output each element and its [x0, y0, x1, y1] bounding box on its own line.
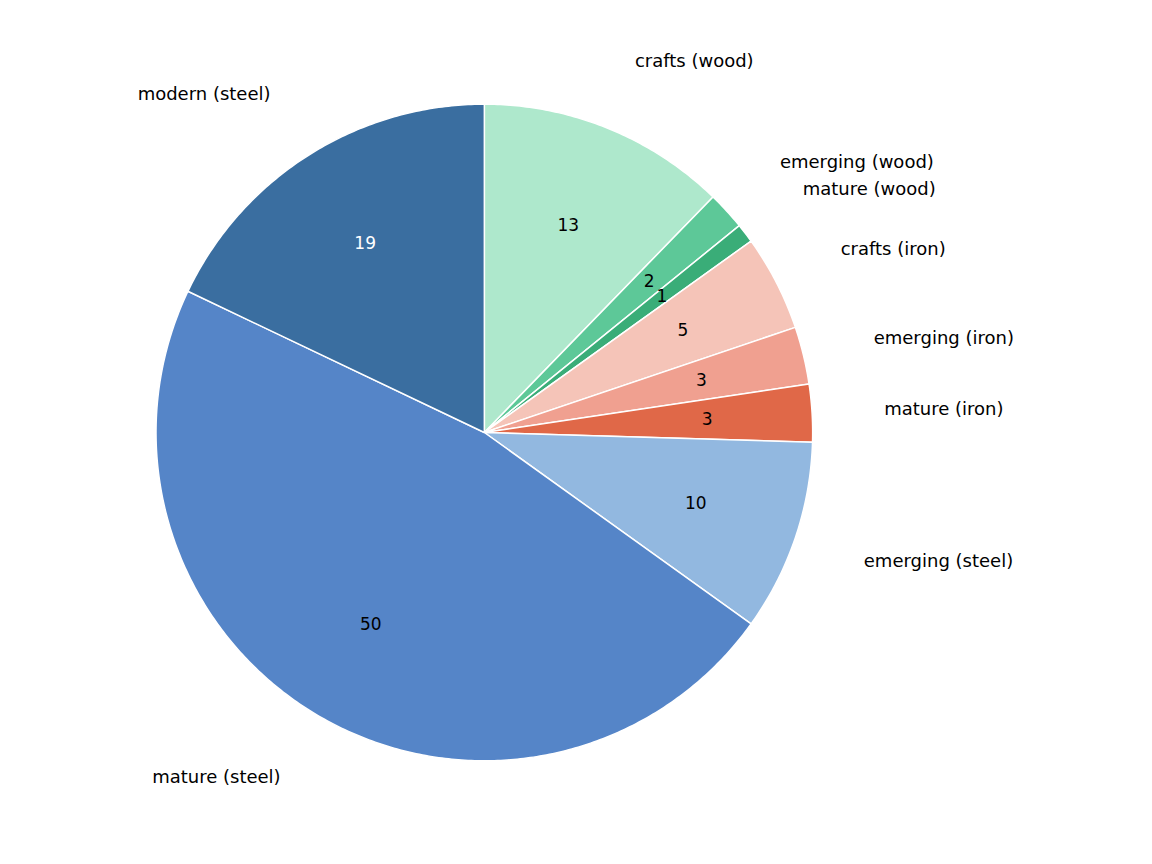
- svg-text:2: 2: [644, 271, 655, 291]
- svg-text:3: 3: [696, 369, 707, 389]
- svg-text:crafts (wood): crafts (wood): [635, 50, 754, 71]
- svg-text:mature (steel): mature (steel): [152, 766, 280, 787]
- svg-text:crafts (iron): crafts (iron): [841, 238, 946, 259]
- svg-text:mature (wood): mature (wood): [803, 178, 936, 199]
- svg-text:3: 3: [702, 409, 713, 429]
- svg-text:13: 13: [557, 215, 579, 235]
- svg-text:emerging (wood): emerging (wood): [780, 151, 934, 172]
- svg-text:1: 1: [656, 286, 667, 306]
- svg-text:emerging (iron): emerging (iron): [874, 327, 1014, 348]
- svg-text:10: 10: [685, 493, 707, 513]
- svg-text:emerging (steel): emerging (steel): [864, 550, 1013, 571]
- svg-text:5: 5: [678, 320, 689, 340]
- svg-text:19: 19: [354, 233, 376, 253]
- svg-text:mature (iron): mature (iron): [884, 398, 1003, 419]
- svg-text:modern (steel): modern (steel): [138, 83, 271, 104]
- svg-text:50: 50: [360, 614, 382, 634]
